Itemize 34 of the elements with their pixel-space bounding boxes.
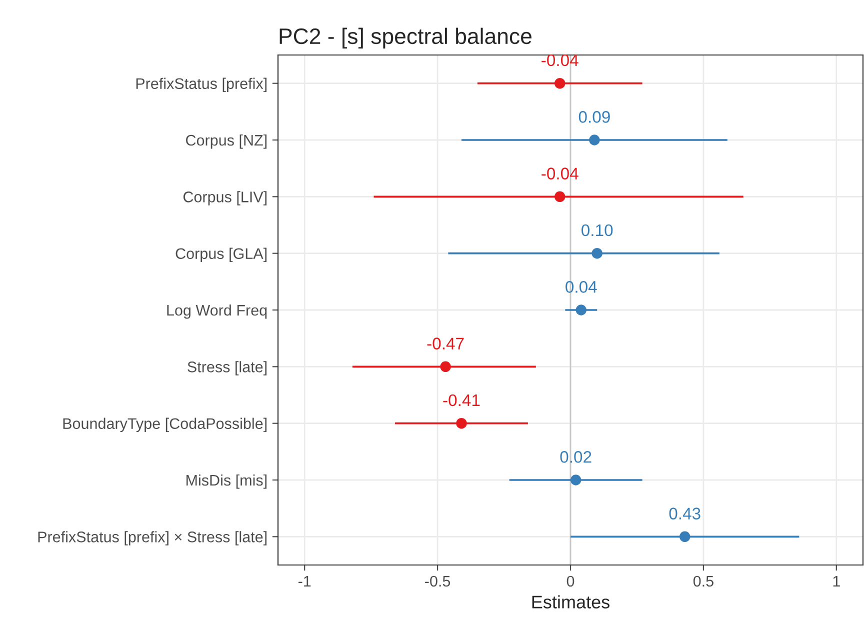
point (554, 78, 566, 89)
data-label: -0.47 (427, 338, 464, 350)
point (570, 474, 582, 486)
x-axis-title: Estimates (532, 595, 610, 608)
y-tick-label: Corpus [LIV] (183, 191, 266, 206)
chart-title: PC2 - [s] spectral balance (280, 28, 532, 48)
data-label: 0.09 (578, 111, 610, 123)
y-tick-label: Log Word Freq (167, 304, 267, 319)
y-tick-label: Corpus [GLA] (176, 248, 266, 262)
x-tick-label: 0 (566, 576, 574, 587)
x-tick-label: -0.5 (425, 576, 450, 587)
y-tick-label: PrefixStatus [prefix] (136, 78, 266, 92)
data-label: 0.43 (669, 508, 700, 520)
point (589, 134, 600, 146)
y-tick-label: PrefixStatus [prefix] × Stress [late] (38, 531, 267, 546)
data-label: -0.04 (542, 54, 578, 66)
data-label: -0.04 (542, 168, 578, 180)
point (592, 248, 602, 259)
point (576, 304, 587, 316)
y-tick-label: Stress [late] (188, 361, 266, 376)
point (456, 418, 467, 429)
x-tick-label: 1 (833, 576, 840, 586)
data-label: 0.04 (566, 281, 597, 293)
x-tick-label: 0.5 (693, 576, 714, 587)
point (440, 361, 451, 372)
y-tick-label: Corpus [NZ] (186, 134, 266, 149)
point (679, 531, 690, 542)
data-label: -0.41 (443, 394, 480, 406)
data-label: 0.02 (560, 451, 592, 463)
y-tick-label: BoundaryType [CodaPossible] (63, 418, 267, 432)
y-tick-label: MisDis [mis] (186, 474, 266, 489)
point (554, 191, 566, 202)
data-label: 0.10 (582, 224, 613, 236)
x-tick-label: -1 (298, 576, 311, 586)
